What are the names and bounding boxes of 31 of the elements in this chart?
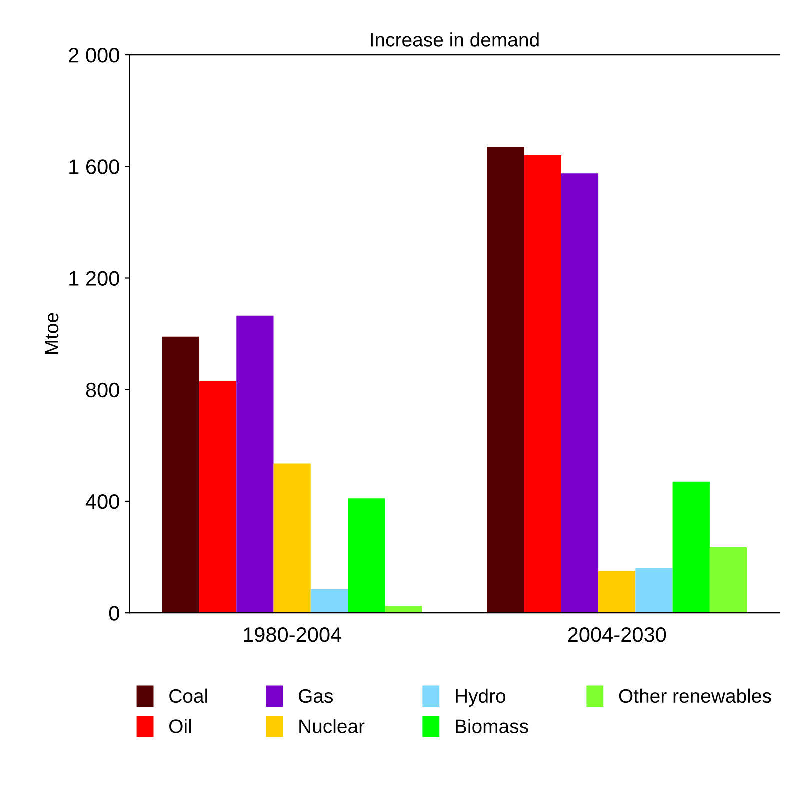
bar [524,155,562,614]
legend-label: Nuclear [300,719,365,734]
y-tick-label: 2 000 [69,48,120,63]
bar [310,589,348,614]
bar [710,548,748,614]
y-tick-label: 0 [109,606,120,621]
bar [561,174,599,614]
y-tick-label: 400 [86,494,120,510]
bar [236,316,274,614]
legend-label: Other renewables [619,688,772,704]
y-tick-label: 1 200 [70,271,120,286]
bar [348,498,386,614]
bar [162,336,200,614]
bar [598,571,636,614]
legend-label: Coal [170,688,208,704]
y-tick-label: 800 [86,382,120,398]
bar [274,464,311,614]
legend-label: Biomass [456,719,528,734]
legend-label: Oil [170,719,192,734]
x-tick-label: 2004-2030 [568,628,666,642]
bar [672,482,710,614]
bar [385,606,422,614]
y-tick-label: 1 600 [70,160,120,174]
y-axis-title: Mtoe [45,313,59,354]
chart-title: Increase in demand [371,32,539,47]
x-tick-label: 1980-2004 [244,628,342,642]
legend-label: Hydro [456,688,506,707]
bar [636,568,673,614]
legend-label: Gas [299,689,333,704]
bar [487,147,524,614]
bar [200,381,237,614]
